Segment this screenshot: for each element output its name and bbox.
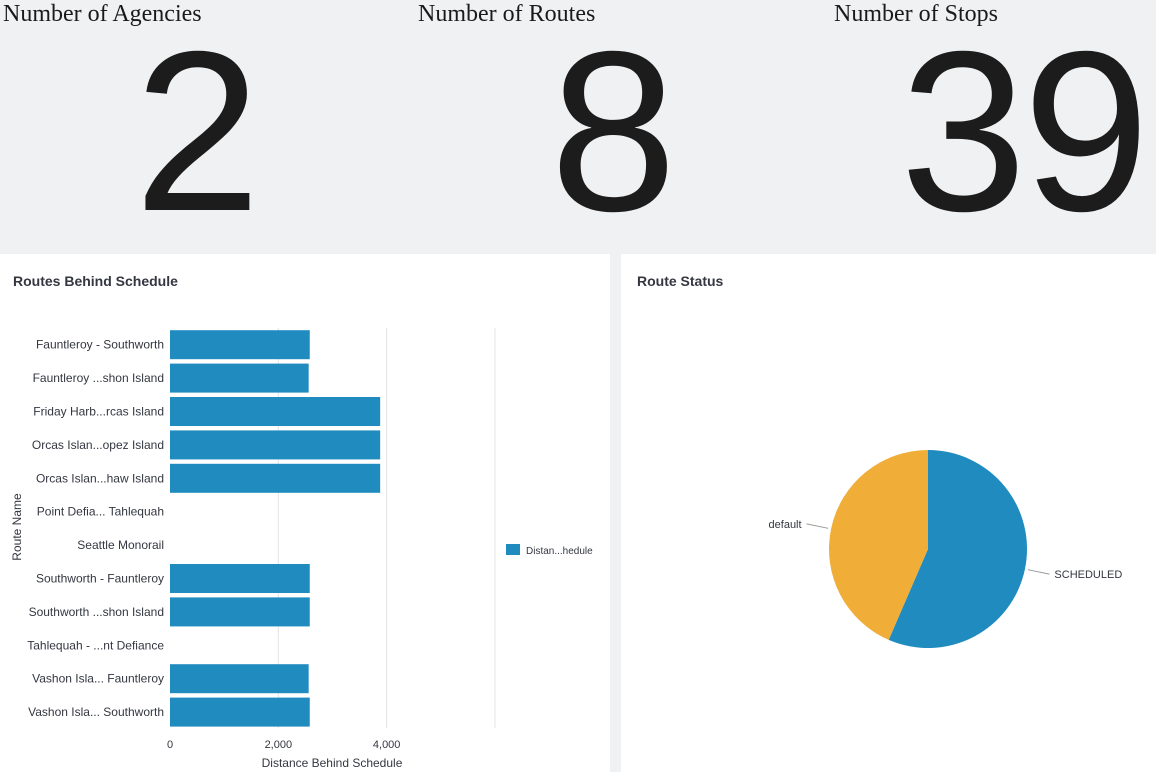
route-status-panel: Route Status SCHEDULED default [621,254,1156,772]
bar[interactable] [170,397,381,426]
category-label: Fauntleroy - Southworth [36,338,164,352]
category-label: Tahlequah - ...nt Defiance [27,638,164,652]
stat-title: Number of Routes [418,1,596,27]
stat-value: 39 [900,5,1150,259]
panel-title: Routes Behind Schedule [13,273,178,289]
category-label: Southworth - Fauntleroy [36,572,164,586]
stat-value: 2 [134,5,261,259]
x-tick-label: 0 [167,739,173,751]
category-label: Seattle Monorail [77,538,164,552]
bar[interactable] [170,330,310,360]
category-label: Friday Harb...rcas Island [33,405,164,419]
y-axis-label: Route Name [10,493,24,561]
category-label: Southworth ...shon Island [29,605,164,619]
stat-title: Number of Agencies [3,1,202,27]
leader-line [806,523,829,529]
bar[interactable] [170,430,381,460]
bar[interactable] [170,597,310,627]
pie-slice[interactable] [888,450,1027,648]
bar[interactable] [170,564,310,593]
stat-agencies: Number of Agencies 2 [3,0,403,252]
legend-swatch[interactable] [506,544,520,555]
bar-chart: Fauntleroy - Southworth Fauntleroy ...sho… [10,328,593,770]
bar[interactable] [170,363,309,393]
category-label: Vashon Isla... Southworth [28,705,164,719]
slice-label: SCHEDULED [1054,569,1122,581]
stat-title: Number of Stops [834,1,998,27]
x-tick-label: 4,000 [373,739,401,751]
panel-title: Route Status [637,273,724,289]
category-label: Point Defia... Tahlequah [37,505,164,519]
bar[interactable] [170,697,310,727]
category-label: Orcas Islan...opez Island [32,438,164,452]
category-label: Vashon Isla... Fauntleroy [32,672,164,686]
pie-slice[interactable] [829,450,928,640]
x-tick-label: 2,000 [265,739,293,751]
category-label: Orcas Islan...haw Island [36,471,164,485]
slice-label: default [769,519,802,531]
bar[interactable] [170,463,381,493]
bar[interactable] [170,664,309,694]
stat-value: 8 [550,5,677,259]
stat-routes: Number of Routes 8 [418,0,818,252]
category-label: Fauntleroy ...shon Island [33,371,164,385]
x-axis-label: Distance Behind Schedule [262,756,403,770]
legend-label[interactable]: Distan...hedule [526,546,593,557]
pie-chart: SCHEDULED default [769,450,1122,648]
stat-stops: Number of Stops 39 [834,0,1156,252]
routes-behind-schedule-panel: Routes Behind Schedule Fauntleroy - Sout… [0,254,610,772]
leader-line [1027,569,1050,575]
